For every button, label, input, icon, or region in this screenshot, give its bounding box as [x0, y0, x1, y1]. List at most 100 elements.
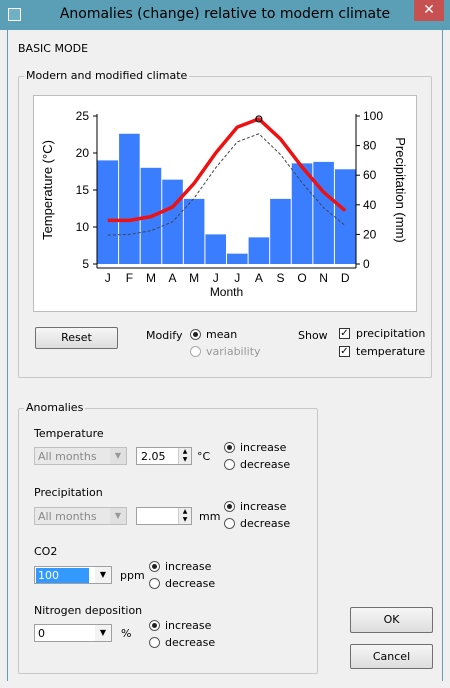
precipitation-months-select[interactable]: All months ▼: [34, 507, 127, 525]
spin-up-icon[interactable]: ▲: [178, 448, 191, 456]
nitrogen-label: Nitrogen deposition: [34, 604, 143, 617]
x-tick-label: N: [319, 271, 328, 285]
co2-label: CO2: [34, 545, 58, 558]
temperature-label: Temperature: [34, 427, 104, 440]
x-axis-label: Month: [210, 285, 243, 299]
show-precipitation-checkbox[interactable]: ✓: [339, 328, 350, 339]
modern-temperature-line: [107, 133, 346, 236]
drag-handle-marker: [255, 115, 263, 123]
modified-temperature-line: [107, 117, 347, 223]
co2-decrease-radio[interactable]: [149, 578, 160, 589]
climate-group: [18, 76, 432, 378]
x-tick-label: O: [297, 271, 306, 285]
close-button[interactable]: ✕: [414, 0, 444, 21]
left-tick-label: 25: [76, 109, 90, 123]
right-tick-label: 80: [363, 139, 377, 153]
spin-down-icon[interactable]: ▼: [178, 456, 191, 464]
title-bar: Anomalies (change) relative to modern cl…: [0, 0, 450, 30]
show-label: Show: [298, 329, 328, 342]
nitrogen-increase-label: increase: [165, 619, 212, 632]
precip-bar: [227, 253, 248, 264]
precip-bar: [119, 133, 140, 264]
temperature-increase-label: increase: [240, 441, 287, 454]
co2-decrease-label: decrease: [165, 577, 216, 590]
modify-label: Modify: [146, 329, 183, 342]
co2-value: 100: [36, 568, 89, 583]
co2-select[interactable]: 100 ▼: [34, 566, 112, 584]
right-tick-label: 60: [363, 168, 377, 182]
precip-bar: [313, 161, 334, 264]
chevron-down-icon: ▼: [95, 567, 111, 583]
precip-bar: [291, 163, 313, 264]
right-tick-label: 100: [363, 109, 383, 123]
precip-bar: [334, 169, 356, 264]
right-tick-label: 0: [363, 257, 370, 271]
anomalies-group-legend: Anomalies: [24, 401, 86, 414]
x-tick-label: M: [189, 271, 199, 285]
nitrogen-increase-radio[interactable]: [149, 620, 160, 631]
nitrogen-decrease-radio[interactable]: [149, 637, 160, 648]
nitrogen-select[interactable]: 0 ▼: [34, 624, 112, 642]
left-tick-label: 5: [82, 257, 89, 271]
reset-button[interactable]: Reset: [35, 327, 118, 349]
temperature-months-select[interactable]: All months ▼: [34, 447, 127, 465]
temperature-months-value: All months: [38, 450, 97, 463]
modify-mean-radio[interactable]: [190, 329, 201, 340]
temperature-decrease-label: decrease: [240, 458, 291, 471]
x-tick-label: J: [105, 271, 111, 285]
cancel-button[interactable]: Cancel: [350, 644, 433, 669]
right-tick-label: 40: [363, 198, 377, 212]
x-tick-label: F: [126, 271, 133, 285]
nitrogen-decrease-label: decrease: [165, 636, 216, 649]
modify-variability-radio[interactable]: [190, 346, 201, 357]
modify-variability-label: variability: [206, 345, 261, 358]
chevron-down-icon: ▼: [95, 625, 111, 641]
x-tick-label: J: [234, 271, 240, 285]
chevron-down-icon: ▼: [110, 508, 126, 524]
precipitation-value-spinner[interactable]: ▲ ▼: [136, 507, 192, 525]
precipitation-decrease-radio[interactable]: [224, 518, 235, 529]
x-tick-label: D: [341, 271, 350, 285]
precipitation-increase-radio[interactable]: [224, 501, 235, 512]
left-tick-label: 10: [76, 220, 90, 234]
co2-unit: ppm: [120, 569, 145, 582]
anomalies-group: [18, 408, 318, 674]
precip-bar: [205, 234, 226, 264]
precipitation-unit: mm: [199, 510, 221, 523]
left-tick-label: 15: [76, 183, 90, 197]
spin-up-icon[interactable]: ▲: [178, 508, 191, 516]
climate-chart: 5 10 15 20 25 0 20 40 60 80 100 J F M A M J J A S O N D Month Te…: [33, 95, 417, 312]
spin-down-icon[interactable]: ▼: [178, 516, 191, 524]
precip-bar: [270, 198, 291, 264]
nitrogen-value: 0: [38, 627, 45, 640]
show-temperature-checkbox[interactable]: ✓: [339, 346, 350, 357]
nitrogen-unit: %: [121, 627, 132, 640]
chevron-down-icon: ▼: [110, 448, 126, 464]
co2-increase-radio[interactable]: [149, 561, 160, 572]
show-precipitation-label: precipitation: [356, 327, 426, 340]
right-axis-label: Precipitation (mm): [393, 137, 408, 242]
temperature-decrease-radio[interactable]: [224, 459, 235, 470]
precip-bar: [183, 198, 205, 264]
precip-bar: [248, 237, 270, 264]
climate-group-legend: Modern and modified climate: [24, 69, 190, 82]
x-tick-label: M: [146, 271, 156, 285]
ok-button[interactable]: OK: [350, 607, 433, 633]
precipitation-decrease-label: decrease: [240, 517, 291, 530]
show-temperature-label: temperature: [356, 345, 426, 358]
precip-bar: [97, 160, 119, 264]
co2-increase-label: increase: [165, 560, 212, 573]
left-axis-label: Temperature (°C): [40, 140, 55, 240]
temperature-increase-radio[interactable]: [224, 442, 235, 453]
app-icon: [8, 8, 21, 21]
precipitation-increase-label: increase: [240, 500, 287, 513]
precipitation-label: Precipitation: [34, 486, 103, 499]
x-tick-label: A: [255, 271, 263, 285]
precipitation-months-value: All months: [38, 510, 97, 523]
modify-mean-label: mean: [206, 328, 238, 341]
x-tick-label: A: [169, 271, 177, 285]
x-tick-label: J: [213, 271, 219, 285]
x-tick-label: S: [276, 271, 284, 285]
temperature-value-spinner[interactable]: 2.05 ▲ ▼: [136, 447, 192, 465]
